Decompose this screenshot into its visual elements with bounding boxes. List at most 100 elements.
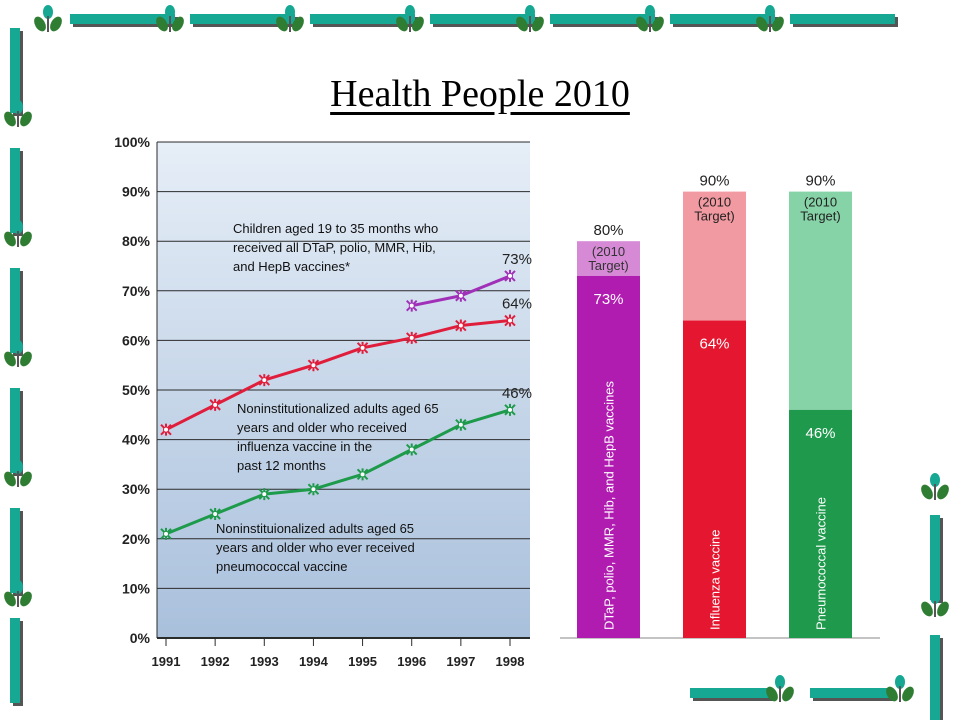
- y-tick-label: 70%: [122, 283, 151, 299]
- data-point-pneumococcal: [258, 488, 270, 501]
- leaf-shape: [43, 5, 53, 19]
- leaf-sprig-icon: [34, 5, 62, 32]
- bar-value-segment: [789, 409, 852, 638]
- leaf-shape: [20, 231, 32, 247]
- leaf-shape: [532, 16, 544, 32]
- data-point-influenza: [160, 423, 172, 436]
- annotation-pneumococcal: Noninstituionalized adults aged 65: [216, 521, 414, 536]
- leaf-sprig-icon: [4, 340, 32, 367]
- data-point-children: [406, 299, 418, 312]
- leaf-shape: [156, 16, 168, 32]
- marker-dot: [163, 530, 169, 537]
- marker-dot: [163, 426, 169, 433]
- data-point-pneumococcal: [406, 443, 418, 456]
- leaf-shape: [285, 5, 295, 19]
- leaf-sprig-icon: [4, 220, 32, 247]
- annotation-influenza: Noninstitutionalized adults aged 65: [237, 401, 439, 416]
- leaf-shape: [645, 5, 655, 19]
- marker-dot: [212, 401, 219, 408]
- bar-target-segment: [577, 241, 640, 276]
- leaf-shape: [34, 16, 46, 32]
- data-point-pneumococcal: [307, 483, 320, 496]
- marker-dot: [261, 491, 268, 498]
- leaf-sprig-icon: [886, 675, 914, 702]
- border-bar: [10, 388, 20, 473]
- marker-dot: [408, 334, 415, 341]
- y-tick-label: 0%: [130, 630, 151, 646]
- bar-target-note: Target): [694, 209, 734, 224]
- data-point-pneumococcal: [160, 527, 172, 540]
- annotation-pneumococcal: pneumococcal vaccine: [216, 559, 348, 574]
- y-tick-label: 40%: [122, 432, 151, 448]
- leaf-sprig-icon: [756, 5, 784, 32]
- series-end-label: 73%: [502, 251, 532, 268]
- leaf-shape: [525, 5, 535, 19]
- leaf-shape: [937, 601, 949, 617]
- leaf-shape: [396, 16, 408, 32]
- y-tick-label: 90%: [122, 184, 151, 200]
- border-bar: [930, 515, 940, 600]
- leaf-shape: [765, 5, 775, 19]
- y-tick-label: 20%: [122, 531, 151, 547]
- leaf-shape: [50, 16, 62, 32]
- leaf-shape: [652, 16, 664, 32]
- leaf-sprig-icon: [4, 100, 32, 127]
- bar-target-label: 90%: [699, 173, 729, 190]
- data-point-children: [504, 269, 516, 282]
- leaf-shape: [766, 686, 778, 702]
- annotation-children: received all DTaP, polio, MMR, Hib,: [233, 240, 436, 255]
- data-point-children: [455, 289, 467, 302]
- leaf-sprig-icon: [156, 5, 184, 32]
- leaf-shape: [20, 591, 32, 607]
- x-tick-label: 1993: [250, 654, 279, 669]
- border-bar: [10, 28, 20, 113]
- leaf-shape: [636, 16, 648, 32]
- marker-dot: [408, 302, 415, 309]
- data-point-pneumococcal: [356, 468, 369, 481]
- bar-target-note: (2010: [698, 195, 731, 210]
- bar-category-label: Influenza vaccine: [708, 530, 723, 630]
- marker-dot: [408, 446, 415, 453]
- leaf-shape: [20, 351, 32, 367]
- marker-dot: [457, 421, 464, 428]
- leaf-shape: [921, 601, 933, 617]
- leaf-shape: [930, 473, 940, 487]
- border-bar: [930, 635, 940, 720]
- x-tick-label: 1998: [496, 654, 525, 669]
- bar-value-label: 64%: [699, 336, 729, 353]
- marker-dot: [310, 486, 317, 493]
- bar-target-note: Target): [588, 258, 628, 273]
- annotation-influenza: years and older who received: [237, 420, 407, 435]
- annotation-influenza: past 12 months: [237, 458, 326, 473]
- leaf-sprig-icon: [921, 473, 949, 500]
- leaf-shape: [20, 471, 32, 487]
- marker-dot: [507, 406, 513, 413]
- border-bar: [310, 14, 415, 24]
- leaf-shape: [405, 5, 415, 19]
- leaf-shape: [772, 16, 784, 32]
- data-point-influenza: [406, 331, 418, 344]
- border-bar: [550, 14, 655, 24]
- data-point-influenza: [209, 398, 221, 411]
- leaf-shape: [172, 16, 184, 32]
- leaf-sprig-icon: [921, 590, 949, 617]
- leaf-shape: [165, 5, 175, 19]
- marker-dot: [212, 511, 219, 517]
- data-point-influenza: [504, 314, 516, 327]
- leaf-shape: [902, 686, 914, 702]
- border-bar: [430, 14, 535, 24]
- border-bar: [670, 14, 775, 24]
- data-point-influenza: [258, 374, 270, 387]
- leaf-shape: [13, 340, 23, 354]
- x-tick-label: 1997: [446, 654, 475, 669]
- series-line-pneumococcal: [165, 408, 511, 536]
- data-point-pneumococcal: [455, 418, 467, 431]
- data-point-influenza: [455, 319, 467, 332]
- leaf-shape: [20, 111, 32, 127]
- leaf-sprig-icon: [276, 5, 304, 32]
- annotation-children: and HepB vaccines*: [233, 259, 350, 274]
- bar-value-segment: [683, 320, 746, 638]
- leaf-sprig-icon: [4, 580, 32, 607]
- bar-target-label: 90%: [805, 173, 835, 190]
- annotation-influenza: influenza vaccine in the: [237, 439, 372, 454]
